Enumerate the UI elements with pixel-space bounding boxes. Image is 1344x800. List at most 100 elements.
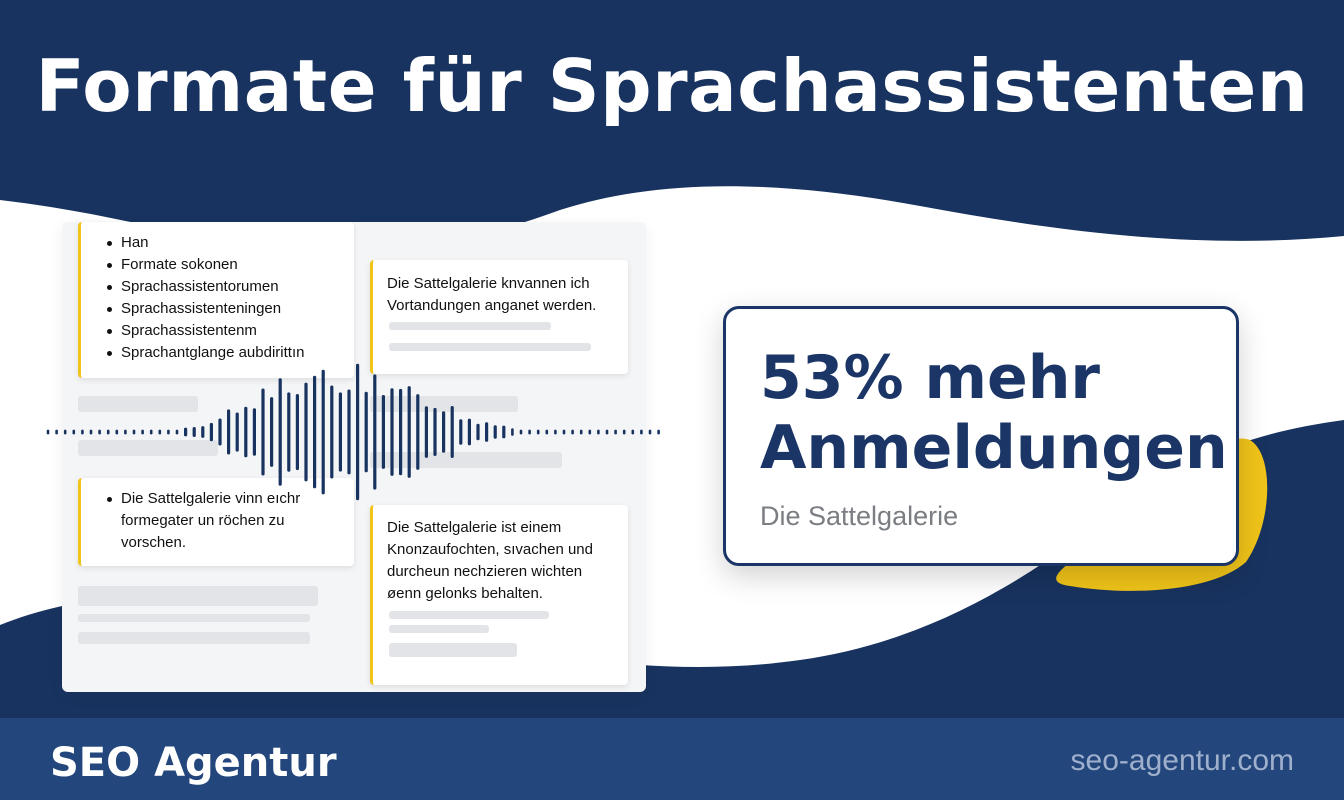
sound-wave-bar	[184, 427, 188, 437]
website-link[interactable]: seo-agentur.com	[1070, 744, 1294, 777]
sound-wave-bar	[330, 385, 334, 479]
sound-wave-bar	[476, 423, 480, 441]
sound-wave-bar	[588, 429, 592, 435]
sound-wave-bar	[287, 392, 291, 472]
sound-wave-bar	[519, 429, 523, 435]
sound-wave-bar	[304, 382, 308, 482]
sound-wave-bar	[63, 429, 67, 435]
card-text-line: vorschen.	[121, 534, 187, 551]
sound-wave-bar	[115, 429, 119, 435]
sound-wave-bar	[167, 429, 170, 435]
sound-wave-bar	[81, 429, 84, 435]
list-item: Han	[103, 232, 340, 254]
brand-name: SEO Agentur	[50, 740, 337, 786]
sound-wave-bar	[640, 429, 643, 435]
sound-wave-bar	[244, 406, 248, 458]
sound-wave-bar	[46, 429, 50, 435]
card-text-line: formegater un röchen zu	[121, 512, 285, 529]
text-placeholder-bar	[78, 440, 218, 456]
sound-wave-bar	[571, 429, 574, 435]
text-placeholder-bar	[389, 643, 517, 657]
text-placeholder-bar	[389, 322, 551, 330]
sound-wave-bar	[390, 388, 394, 476]
sound-wave-bar	[227, 409, 231, 455]
list-item: Sprachassistenteningen	[103, 298, 340, 320]
sound-wave-bar	[605, 429, 609, 435]
sound-wave-bar	[313, 375, 317, 489]
stat-card: 53% mehr Anmeldungen Die Sattelgalerie	[723, 306, 1239, 566]
sound-wave-bar	[252, 408, 256, 456]
text-placeholder-bar	[78, 632, 310, 644]
list-item: Sprachantglange aubdirittın	[103, 342, 340, 364]
card-bottom-right: Die Sattelgalerie ist einem Knonzaufocht…	[370, 505, 628, 685]
sound-wave-bar	[356, 363, 360, 501]
sound-wave-bar	[433, 407, 437, 456]
sound-wave-bar	[511, 428, 514, 436]
sound-wave-bar	[424, 406, 428, 458]
sound-wave-bar	[98, 429, 101, 435]
sound-wave-bar	[364, 391, 368, 473]
sound-wave-bar	[467, 418, 471, 446]
sound-wave-bar	[416, 394, 420, 470]
card-text-line: Knonzaufochten, sıvachen und	[387, 541, 593, 558]
stat-value-line-2: Anmeldungen	[760, 413, 1228, 483]
sound-wave-bar	[106, 429, 110, 435]
footer-bar: SEO Agentur seo-agentur.com	[0, 718, 1344, 800]
bottom-wave-band	[0, 420, 1344, 800]
sound-wave-bar	[209, 422, 213, 442]
card-text-line: Vortandungen anganet werden.	[387, 297, 597, 314]
card-text-line: Die Sattelgalerie vinn eıchr	[121, 490, 301, 507]
sound-wave-bar	[72, 429, 76, 435]
sound-wave-bar	[562, 429, 566, 435]
sound-wave-bar	[614, 429, 617, 435]
list-item: Die Sattelgalerie vinn eıchr formegater …	[103, 488, 340, 554]
text-placeholder-bar	[389, 343, 591, 351]
text-placeholder-bar	[389, 625, 489, 633]
sound-wave-bar	[158, 429, 162, 435]
sound-wave-bar	[450, 406, 454, 458]
sound-wave-bar	[347, 389, 351, 475]
sound-wave-bar	[321, 369, 325, 495]
card-text-line: Die Sattelgalerie knvannen ich	[387, 275, 590, 292]
sound-wave-bar	[622, 429, 626, 435]
card-text-line: øenn gelonks behalten.	[387, 585, 543, 602]
bullet-list: Han Formate sokonen Sprachassistentorume…	[103, 232, 340, 364]
text-placeholder-bar	[78, 396, 198, 412]
sound-wave-bar	[545, 429, 549, 435]
sound-wave-bar	[192, 427, 196, 437]
sound-wave-bar	[493, 425, 497, 439]
bullet-list: Die Sattelgalerie vinn eıchr formegater …	[103, 488, 340, 554]
sound-wave-bar	[381, 395, 385, 469]
text-placeholder-bar	[389, 611, 549, 619]
card-top-right: Die Sattelgalerie knvannen ich Vortandun…	[370, 260, 628, 374]
sound-wave-bar	[132, 429, 136, 435]
sound-wave-bar	[338, 392, 342, 472]
page-title: Formate für Sprachassistenten	[35, 44, 1309, 128]
sound-wave-bar	[459, 419, 463, 445]
sound-wave-bar	[554, 429, 557, 435]
list-item: Sprachassistentenm	[103, 320, 340, 342]
sound-wave-bar	[631, 429, 635, 435]
sound-wave-icon	[46, 363, 660, 501]
card-bottom-left: Die Sattelgalerie vinn eıchr formegater …	[78, 478, 354, 566]
card-text-line: durcheun nechzieren wichten	[387, 563, 583, 580]
sound-wave-bar	[399, 388, 403, 476]
sound-wave-bar	[149, 429, 153, 435]
sound-wave-bar	[502, 425, 506, 439]
list-item: Formate sokonen	[103, 254, 340, 276]
text-placeholder-bar	[78, 586, 318, 606]
sound-wave-bar	[141, 429, 144, 435]
sound-wave-bar	[579, 429, 583, 435]
sound-wave-bar	[536, 429, 540, 435]
list-item: Sprachassistentorumen	[103, 276, 340, 298]
sound-wave-bar	[648, 429, 652, 435]
text-placeholder-bar	[370, 396, 518, 412]
stat-caption: Die Sattelgalerie	[760, 501, 959, 531]
sound-wave-bar	[295, 394, 299, 471]
sound-wave-bar	[124, 429, 127, 435]
sound-wave-bar	[278, 378, 282, 486]
sound-wave-bar	[485, 422, 489, 442]
top-wave-band	[0, 0, 1344, 255]
card-top-left: Han Formate sokonen Sprachassistentorume…	[78, 222, 354, 378]
sound-wave-bar	[373, 374, 377, 490]
